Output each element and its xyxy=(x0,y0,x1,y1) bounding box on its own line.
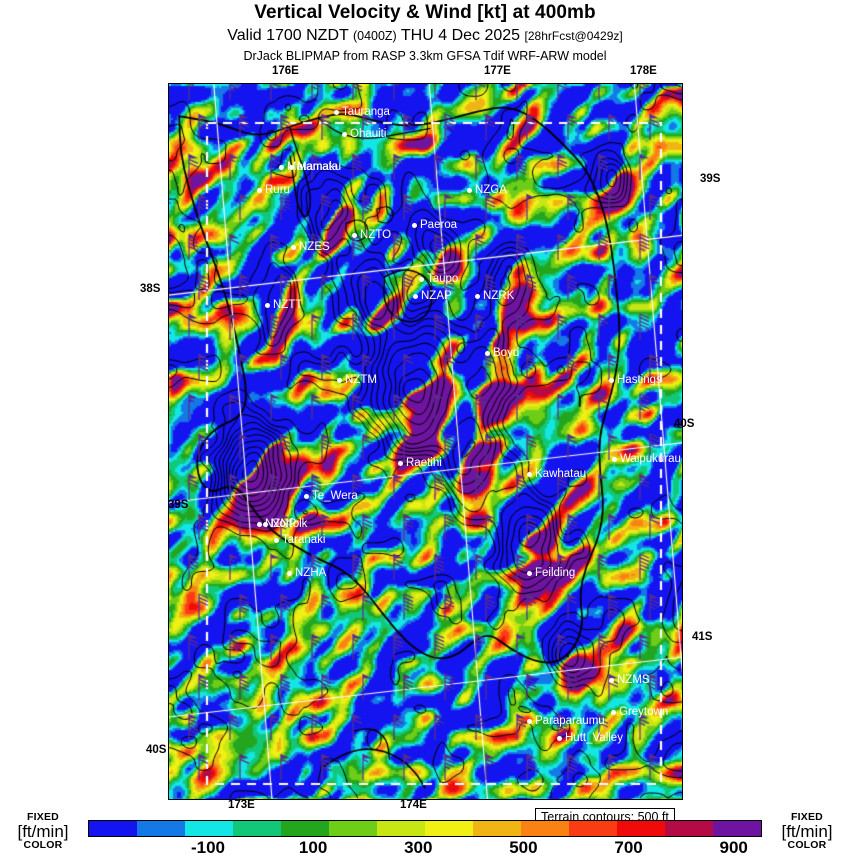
valid-date: THU 4 Dec 2025 xyxy=(400,27,521,44)
valid-time-utc: (0400Z) xyxy=(352,29,397,43)
longitude-label-top: 178E xyxy=(630,65,657,77)
longitude-label-top: 177E xyxy=(484,65,511,77)
valid-time-line: Valid 1700 NZDT (0400Z) THU 4 Dec 2025 [… xyxy=(0,27,850,45)
latitude-label-left: 38S xyxy=(140,283,161,295)
colorbar-right-color: COLOR xyxy=(787,838,827,851)
colorbar-swatch-3 xyxy=(233,821,281,836)
model-description: DrJack BLIPMAP from RASP 3.3km GFSA Tdif… xyxy=(243,49,607,63)
longitude-label-bottom: 174E xyxy=(400,799,427,811)
map-raster xyxy=(169,84,682,799)
colorbar-swatch-7 xyxy=(425,821,473,836)
colorbar-tick-label: 700 xyxy=(614,838,643,857)
colorbar-swatch-2 xyxy=(185,821,233,836)
colorbar-tick-label: 500 xyxy=(509,838,538,857)
colorbar-tick-label: -100 xyxy=(190,838,225,857)
colorbar-swatch-8 xyxy=(473,821,521,836)
colorbar-swatch-4 xyxy=(281,821,329,836)
colorbar-swatch-12 xyxy=(665,821,713,836)
colorbar-tick-label: 900 xyxy=(719,838,748,857)
colorbar-tick-layer: -100 100 300 500 700 900 xyxy=(88,838,762,860)
colorbar-left-label: FIXED [ft/min] COLOR xyxy=(0,812,86,850)
colorbar-tick-label: 300 xyxy=(404,838,433,857)
colorbar[interactable] xyxy=(88,820,762,837)
latitude-label-right: 41S xyxy=(692,631,713,643)
colorbar-swatch-10 xyxy=(569,821,617,836)
page-title: Vertical Velocity & Wind [kt] at 400mb xyxy=(254,2,596,23)
colorbar-swatch-11 xyxy=(617,821,665,836)
colorbar-right-fixed: FIXED xyxy=(791,811,823,823)
colorbar-left-color: COLOR xyxy=(23,838,63,851)
latitude-label-right: 40S xyxy=(674,418,695,430)
latitude-label-left: 40S xyxy=(146,744,167,756)
latitude-label-right: 39S xyxy=(700,173,721,185)
colorbar-swatch-1 xyxy=(137,821,185,836)
colorbar-right-units: [ft/min] xyxy=(781,821,833,841)
colorbar-swatch-6 xyxy=(377,821,425,836)
forecast-hour: [28hrFcst@0429z] xyxy=(524,29,623,43)
valid-time: Valid 1700 NZDT xyxy=(227,27,349,44)
colorbar-left-fixed: FIXED xyxy=(27,811,59,823)
colorbar-left-units: [ft/min] xyxy=(17,821,69,841)
colorbar-swatch-9 xyxy=(521,821,569,836)
colorbar-swatch-0 xyxy=(89,821,137,836)
colorbar-swatch-5 xyxy=(329,821,377,836)
colorbar-tick-label: 100 xyxy=(298,838,328,857)
longitude-label-bottom: 173E xyxy=(228,799,255,811)
colorbar-swatch-13 xyxy=(713,821,761,836)
colorbar-right-label: FIXED [ft/min] COLOR xyxy=(764,812,850,850)
latitude-label-left: 39S xyxy=(168,499,189,511)
longitude-label-top: 176E xyxy=(272,65,299,77)
weather-map[interactable]: Tauranga Ohauiti Matamata Mamaku Ruru NZGA Pae… xyxy=(168,83,683,800)
